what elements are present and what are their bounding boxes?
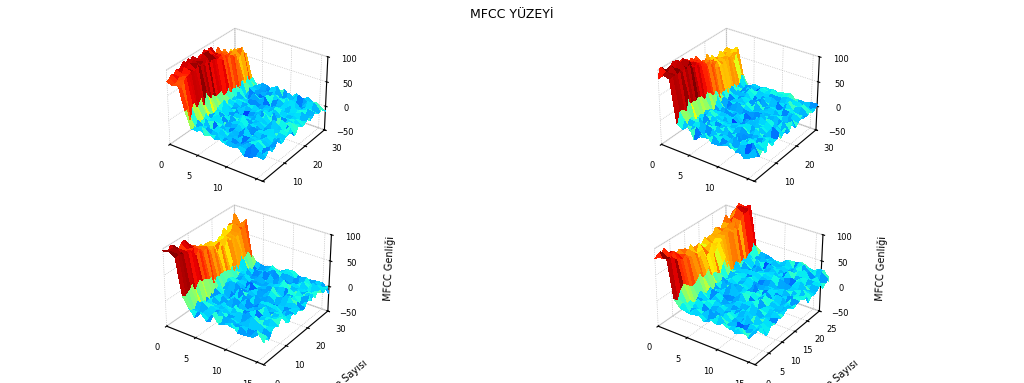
Text: MFCC YÜZEYİ: MFCC YÜZEYİ [470,8,554,21]
Y-axis label: Pencere Sayısı: Pencere Sayısı [308,358,369,383]
Y-axis label: Pencere Sayısı: Pencere Sayısı [800,358,860,383]
